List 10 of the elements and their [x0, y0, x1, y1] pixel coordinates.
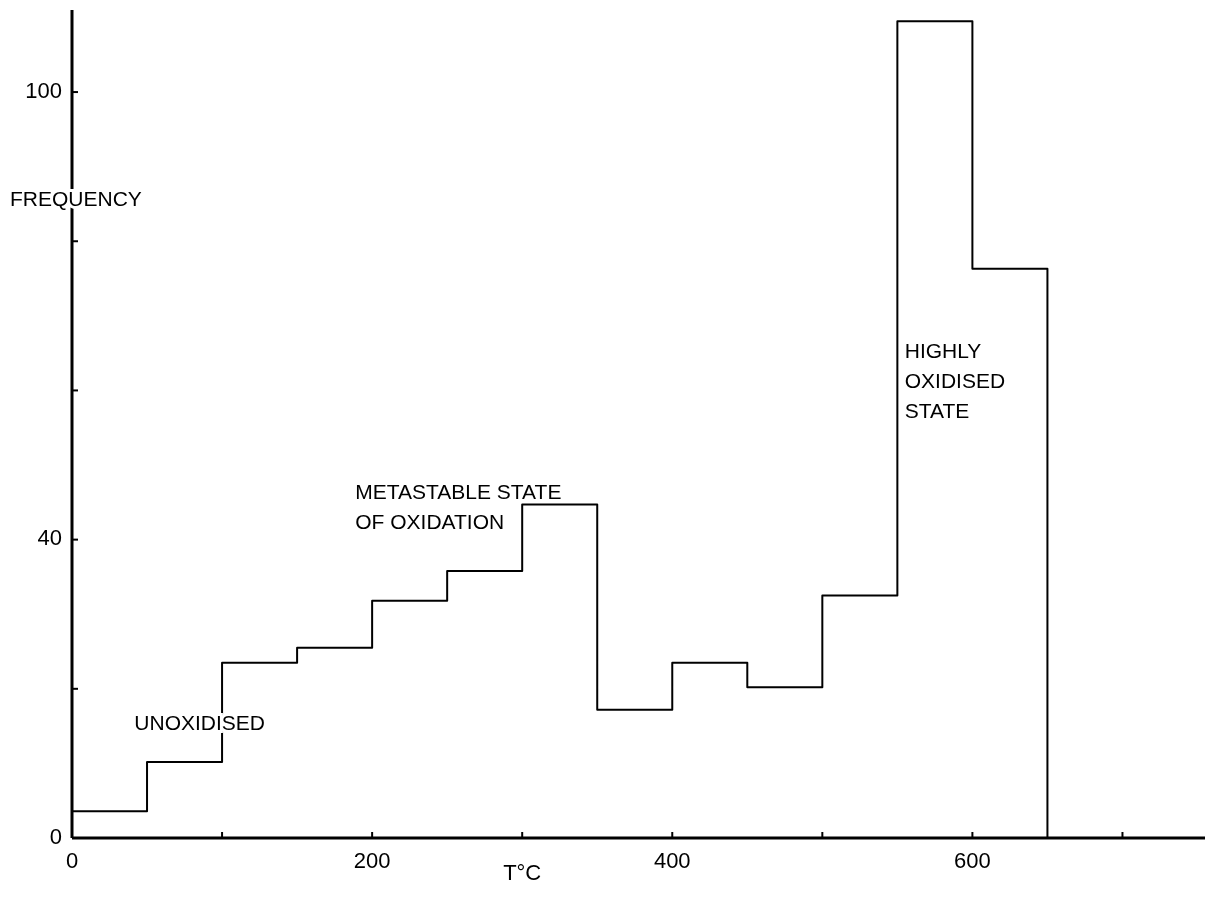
y-tick-label: 0 [49, 823, 62, 849]
x-tick-label: 200 [353, 848, 391, 873]
x-tick-label: 600 [954, 848, 991, 873]
annotation: HIGHLY OXIDISED STATE [904, 338, 1006, 422]
x-axis-title: T°C [503, 860, 542, 885]
y-tick-label: 100 [25, 77, 62, 103]
x-tick-label: 400 [653, 848, 691, 873]
x-tick-label: 0 [65, 848, 79, 873]
y-tick-label: 40 [37, 525, 62, 551]
annotation: METASTABLE STATE OF OXIDATION [355, 479, 562, 533]
